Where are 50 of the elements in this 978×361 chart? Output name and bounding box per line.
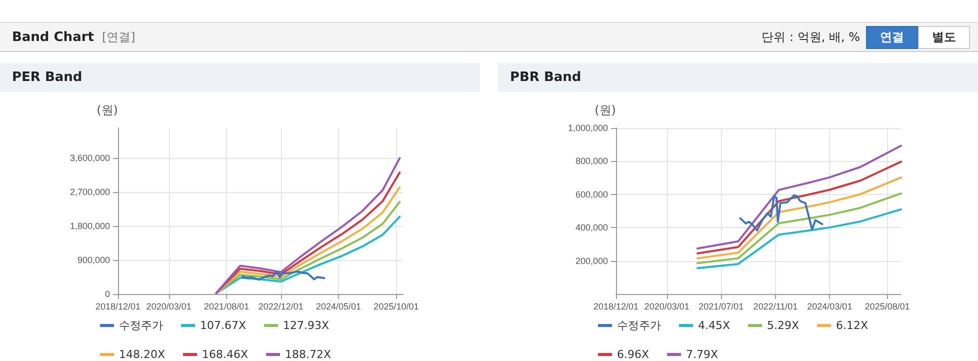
text: [연결]: [102, 28, 136, 46]
y-axis-title: (원): [594, 103, 616, 117]
line-series: [696, 160, 902, 254]
x-tick-label: 2018/12/01: [593, 302, 639, 312]
x-tick-label: 2022/11/01: [753, 302, 798, 312]
legend-label: 107.67X: [200, 319, 246, 332]
legend-label: 6.96X: [617, 348, 650, 361]
y-tick-label: 600,000: [575, 189, 608, 200]
legend-label: 6.12X: [836, 319, 869, 332]
legend-label: 148.20X: [119, 348, 166, 361]
legend-label: 127.93X: [283, 319, 330, 332]
x-tick-label: 2024/05/01: [316, 302, 361, 312]
y-tick-label: 0: [104, 289, 110, 299]
line-series: [739, 194, 824, 232]
x-tick-label: 2025/10/01: [374, 302, 419, 312]
y-tick-label: 3,600,000: [70, 153, 110, 164]
x-tick-label: 2020/03/01: [644, 302, 690, 312]
y-tick-label: 200,000: [575, 256, 608, 266]
legend-label: 188.72X: [285, 348, 332, 361]
x-tick-label: 2022/12/01: [258, 302, 304, 312]
line-series: [696, 144, 902, 250]
line-series: [696, 176, 902, 260]
line-series: [241, 270, 326, 281]
x-tick-label: 2021/08/01: [204, 302, 250, 312]
y-axis-title: (원): [96, 103, 118, 117]
legend-label: 168.46X: [202, 348, 249, 361]
x-tick-label: 2025/08/01: [864, 302, 910, 312]
y-tick-label: 1,800,000: [70, 221, 110, 232]
y-tick-label: 800,000: [575, 156, 608, 166]
x-tick-label: 2024/03/01: [807, 302, 852, 312]
text: 단위 : 억원, 배, %: [762, 28, 860, 46]
chart-title: PER Band: [0, 63, 480, 92]
legend-label: 7.79X: [686, 348, 719, 361]
y-tick-label: 1,000,000: [568, 123, 608, 133]
line-series: [696, 208, 902, 270]
legend-label: 수정주가: [617, 319, 661, 332]
text: 별도: [918, 26, 970, 48]
y-tick-label: 400,000: [575, 222, 608, 233]
legend-label: 5.29X: [767, 319, 800, 332]
line-series: [696, 192, 902, 264]
x-tick-label: 2021/07/01: [698, 302, 744, 312]
text: Band Chart: [12, 30, 94, 44]
x-tick-label: 2020/03/01: [146, 302, 192, 312]
legend-label: 수정주가: [119, 319, 163, 332]
y-tick-label: 2,700,000: [70, 187, 110, 198]
chart-title: PBR Band: [498, 63, 978, 92]
legend-label: 4.45X: [698, 319, 730, 332]
x-tick-label: 2018/12/01: [95, 302, 141, 312]
text: 연결: [866, 26, 918, 48]
y-tick-label: 900,000: [77, 255, 110, 266]
